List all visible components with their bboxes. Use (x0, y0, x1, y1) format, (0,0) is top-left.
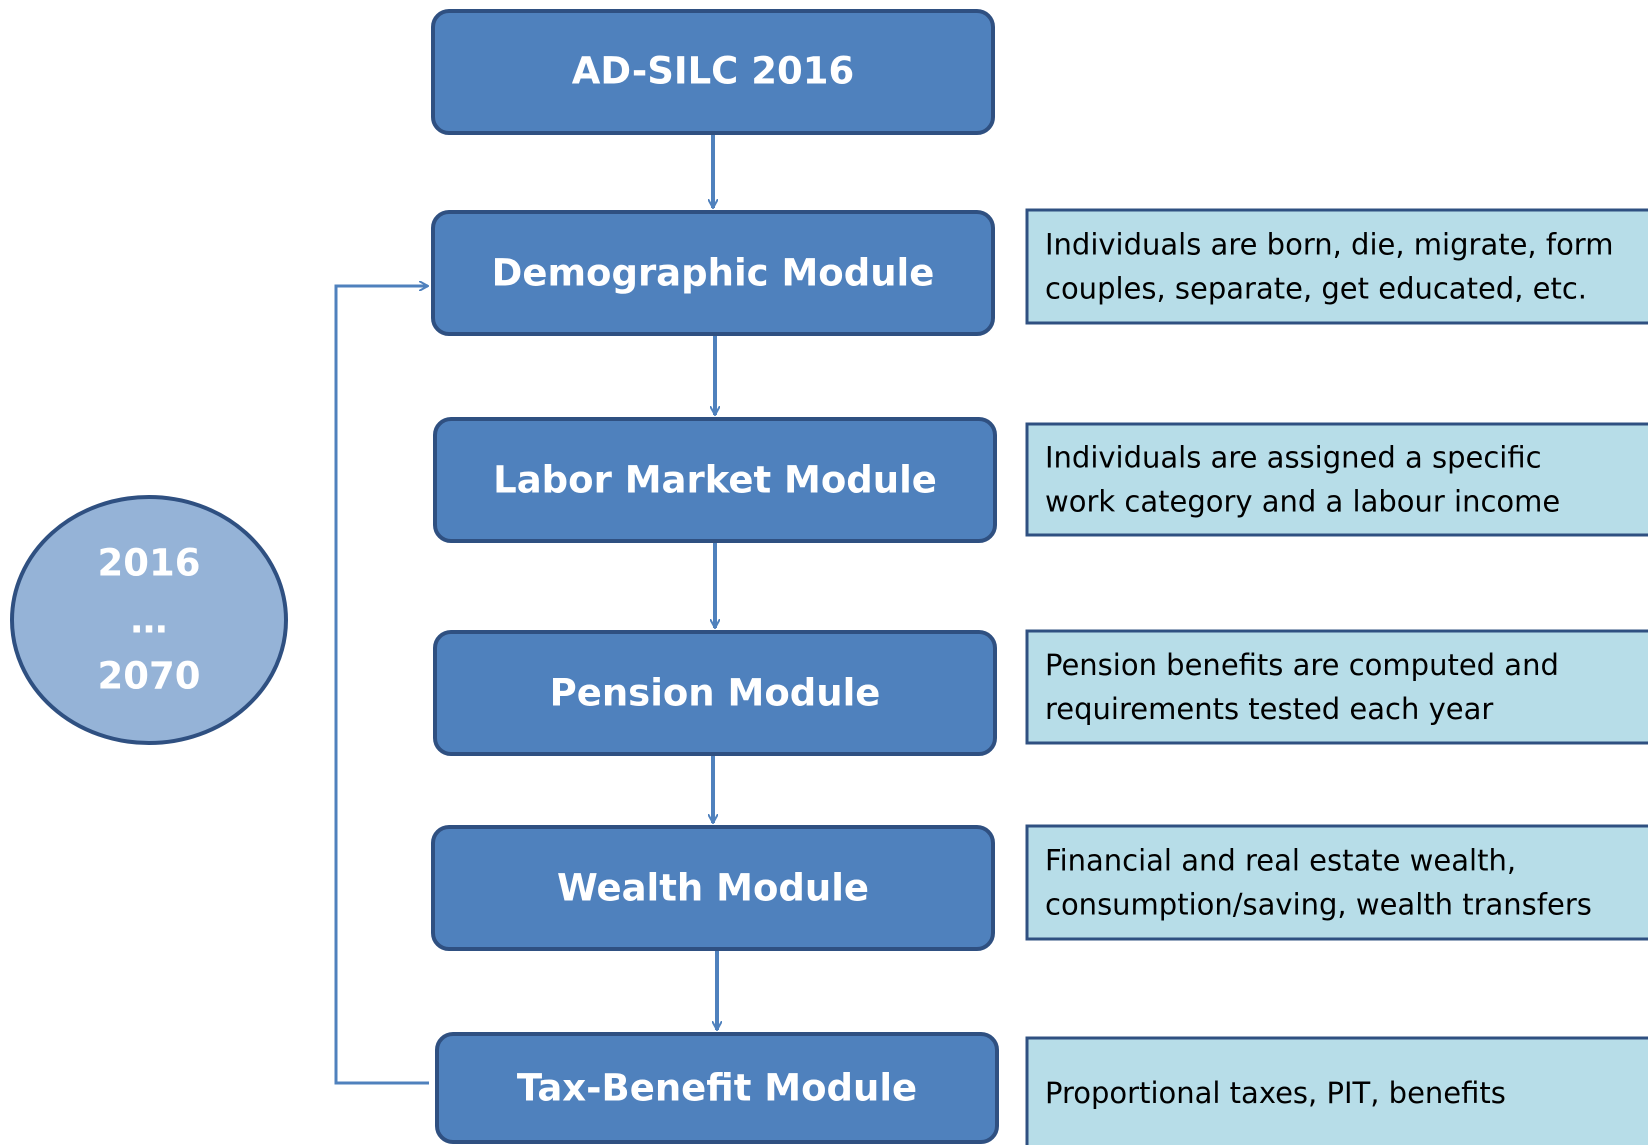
module-box (435, 1032, 999, 1144)
description-text: Pension benefits are computed and (1045, 648, 1559, 682)
description-box (1025, 208, 1648, 325)
description-text: work category and a labour income (1045, 485, 1560, 519)
description-text: Individuals are born, die, migrate, form (1045, 228, 1613, 262)
module-label: Pension Module (550, 672, 881, 715)
description-box (1025, 629, 1648, 745)
module-box (433, 630, 997, 756)
module-box (433, 417, 997, 543)
module-label: Labor Market Module (493, 459, 937, 502)
description-text: requirements tested each year (1045, 692, 1493, 726)
year-start: 2016 (98, 542, 201, 585)
module-label: Demographic Module (492, 252, 935, 295)
loop-arrow (334, 286, 429, 1085)
year-end: 2070 (98, 655, 201, 698)
module-box (431, 210, 995, 336)
module-label: Wealth Module (557, 867, 869, 910)
description-text: Financial and real estate wealth, (1045, 844, 1516, 878)
description-box (1025, 824, 1648, 941)
description-text: consumption/saving, wealth transfers (1045, 888, 1592, 922)
description-box (1025, 1036, 1648, 1145)
description-text: Proportional taxes, PIT, benefits (1045, 1076, 1506, 1110)
source-box (431, 9, 995, 135)
description-text: couples, separate, get educated, etc. (1045, 272, 1587, 306)
module-label: Tax-Benefit Module (517, 1067, 917, 1110)
module-box (431, 825, 995, 951)
source-label: AD-SILC 2016 (572, 50, 854, 93)
year-ellipse (10, 495, 288, 745)
year-ellipsis: … (131, 599, 168, 642)
description-text: Individuals are assigned a specific (1045, 441, 1542, 475)
description-box (1025, 422, 1648, 537)
